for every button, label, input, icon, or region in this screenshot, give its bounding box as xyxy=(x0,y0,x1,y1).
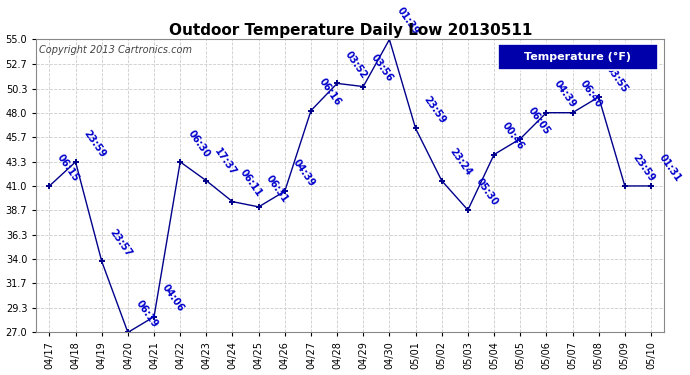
Text: 23:24: 23:24 xyxy=(447,147,473,178)
Text: 01:39: 01:39 xyxy=(395,6,421,37)
Text: 23:57: 23:57 xyxy=(107,227,133,258)
Text: 05:30: 05:30 xyxy=(473,176,500,207)
Text: 04:39: 04:39 xyxy=(290,157,316,188)
Text: 00:46: 00:46 xyxy=(500,121,526,152)
Text: 03:55: 03:55 xyxy=(604,63,630,94)
Text: 06:31: 06:31 xyxy=(264,173,290,204)
Text: 04:39: 04:39 xyxy=(552,79,578,110)
Text: 03:52: 03:52 xyxy=(343,50,368,81)
Title: Outdoor Temperature Daily Low 20130511: Outdoor Temperature Daily Low 20130511 xyxy=(168,23,532,38)
Text: 06:40: 06:40 xyxy=(578,79,604,110)
Text: 01:31: 01:31 xyxy=(657,152,682,183)
Text: Copyright 2013 Cartronics.com: Copyright 2013 Cartronics.com xyxy=(39,45,193,56)
Text: 06:11: 06:11 xyxy=(238,168,264,199)
Text: 03:56: 03:56 xyxy=(369,53,395,84)
Text: 06:19: 06:19 xyxy=(133,298,159,330)
Text: 06:30: 06:30 xyxy=(186,128,212,159)
Text: 17:37: 17:37 xyxy=(212,147,238,178)
Text: 04:06: 04:06 xyxy=(159,283,186,314)
Text: 23:59: 23:59 xyxy=(81,128,107,159)
Text: 06:05: 06:05 xyxy=(526,105,552,136)
Text: 23:59: 23:59 xyxy=(631,152,656,183)
Text: 06:15: 06:15 xyxy=(55,152,81,183)
Text: 06:16: 06:16 xyxy=(317,77,342,108)
Text: 23:59: 23:59 xyxy=(421,94,447,126)
